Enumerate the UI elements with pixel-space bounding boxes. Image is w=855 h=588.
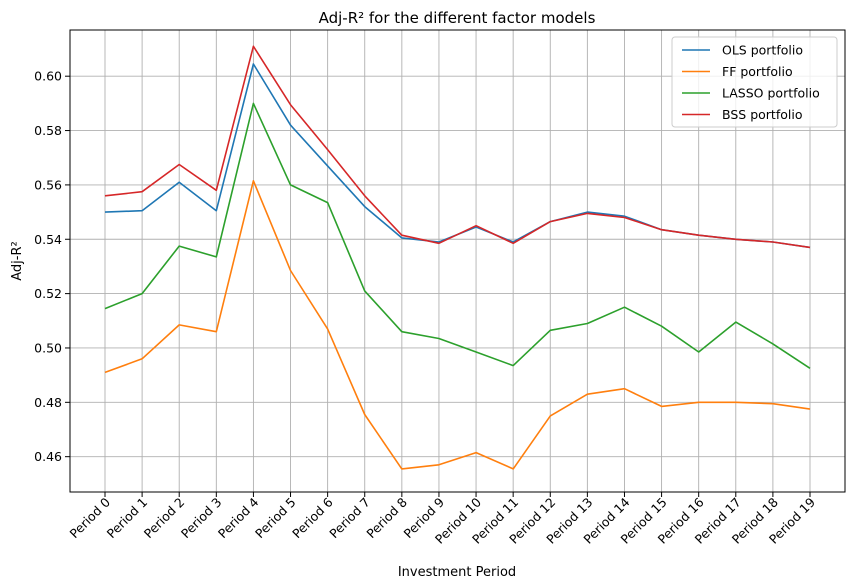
y-tick-label: 0.56 bbox=[34, 177, 62, 192]
y-tick-label: 0.46 bbox=[34, 449, 62, 464]
y-tick-label: 0.52 bbox=[34, 286, 62, 301]
legend-label: BSS portfolio bbox=[722, 107, 802, 122]
series-line-2 bbox=[104, 180, 811, 470]
x-axis-title: Investment Period bbox=[398, 565, 516, 580]
legend-label: FF portfolio bbox=[722, 64, 793, 79]
series-line-4 bbox=[104, 45, 811, 249]
y-tick-label: 0.54 bbox=[34, 232, 62, 247]
legend-label: OLS portfolio bbox=[722, 43, 803, 58]
legend-label: LASSO portfolio bbox=[722, 86, 820, 101]
plot-area-frame bbox=[69, 29, 846, 493]
y-tick-label: 0.60 bbox=[34, 69, 62, 84]
series-lines bbox=[104, 45, 811, 470]
y-tick-label: 0.50 bbox=[34, 340, 62, 355]
chart-title: Adj-R² for the different factor models bbox=[319, 9, 596, 27]
y-axis: 0.46 0.48 0.50 0.52 0.54 0.56 0.58 0.60 bbox=[34, 69, 70, 464]
y-axis-title: Adj-R² bbox=[10, 241, 25, 280]
legend: OLS portfolio FF portfolio LASSO portfolio… bbox=[671, 36, 838, 128]
series-line-3 bbox=[104, 102, 811, 369]
y-tick-label: 0.48 bbox=[34, 395, 62, 410]
y-tick-label: 0.58 bbox=[34, 123, 62, 138]
legend-box bbox=[671, 36, 838, 128]
